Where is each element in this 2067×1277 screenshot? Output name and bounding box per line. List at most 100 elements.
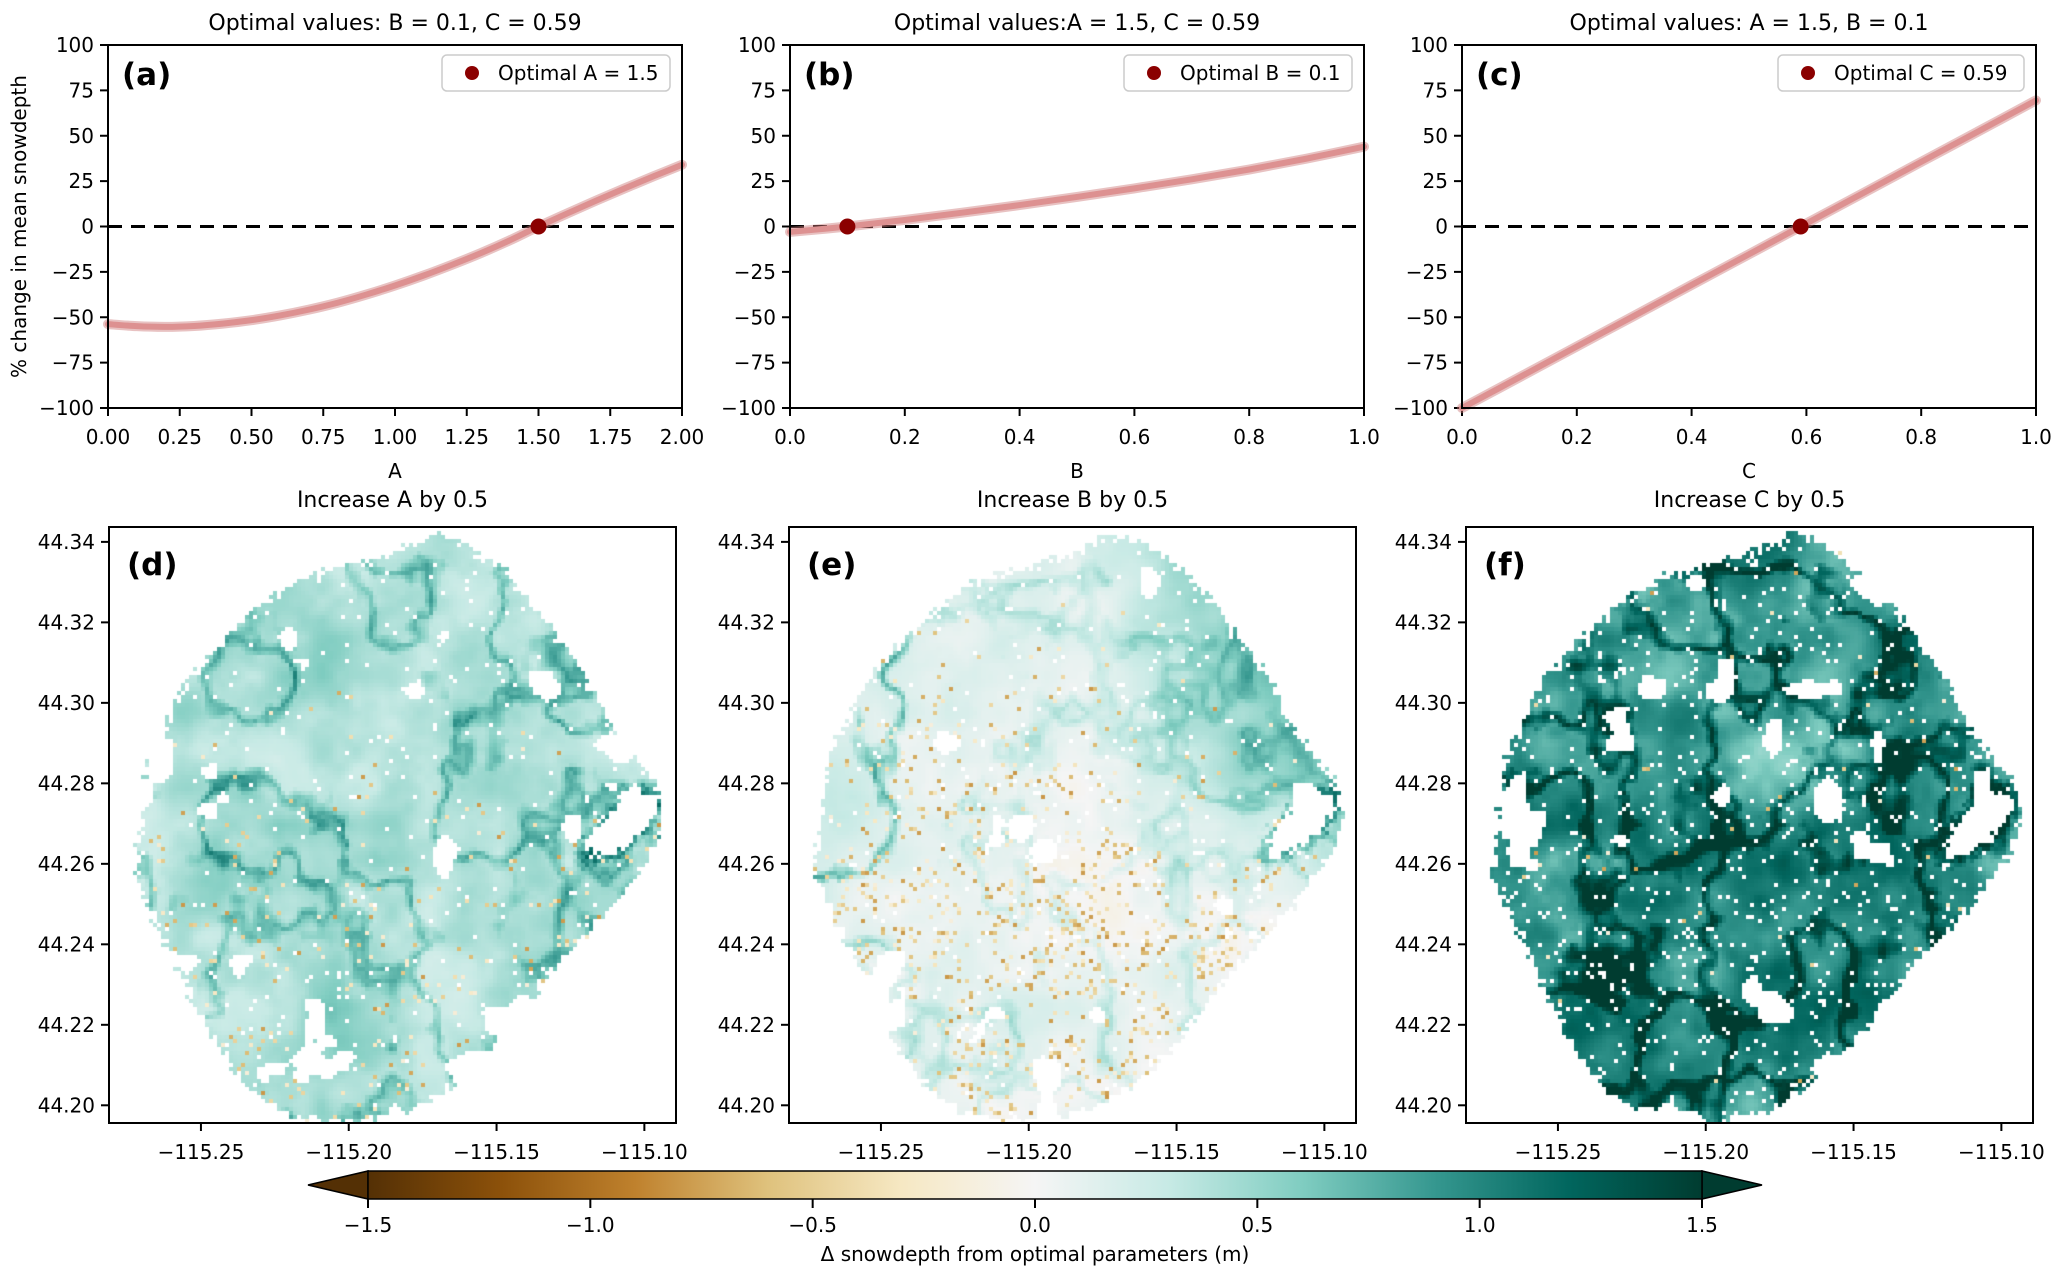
y-tick-label: 100 [56, 33, 94, 57]
x-axis-label: C [1742, 459, 1756, 483]
panel-letter-c: (c) [1476, 57, 1523, 93]
lon-tick-label: −115.10 [601, 1140, 688, 1164]
y-tick-label: −25 [1406, 260, 1448, 284]
sensitivity-curve [1459, 97, 2039, 411]
legend-label: Optimal A = 1.5 [498, 61, 658, 85]
axes-frame [107, 44, 683, 409]
y-tick-label: −75 [1406, 351, 1448, 375]
lat-tick-label: 44.24 [38, 932, 95, 956]
chart-b-title: Optimal values:A = 1.5, C = 0.59 [894, 11, 1260, 36]
x-tick-label: 2.00 [660, 425, 705, 449]
lon-tick-label: −115.10 [1958, 1140, 2045, 1164]
colorbar-tick-label: 0.5 [1241, 1213, 1273, 1237]
y-tick-label: 0 [763, 215, 776, 239]
axes-frame [789, 44, 1365, 409]
panel-letter-b: (b) [804, 57, 855, 93]
legend-marker-icon [1147, 66, 1161, 80]
lon-tick-label: −115.25 [158, 1140, 245, 1164]
lat-tick-label: 44.20 [38, 1093, 95, 1117]
legend-box [441, 54, 671, 92]
lat-tick-label: 44.22 [718, 1013, 775, 1037]
x-tick-label: 0.8 [1905, 425, 1937, 449]
lat-tick-label: 44.34 [718, 530, 775, 554]
map-f-title: Increase C by 0.5 [1654, 488, 1845, 513]
y-tick-label: −50 [734, 305, 776, 329]
x-tick-label: 1.25 [444, 425, 489, 449]
x-tick-label: 0.6 [1790, 425, 1822, 449]
colorbar-tick-label: 0.0 [1019, 1213, 1051, 1237]
x-tick-label: 1.00 [373, 425, 418, 449]
lat-tick-label: 44.30 [718, 691, 775, 715]
map-d-title: Increase A by 0.5 [297, 488, 488, 513]
lat-tick-label: 44.20 [718, 1093, 775, 1117]
colorbar-tick-label: −0.5 [788, 1213, 837, 1237]
x-axis-label: A [388, 459, 402, 483]
y-tick-label: −50 [52, 305, 94, 329]
legend-box [1123, 54, 1353, 92]
y-tick-label: 75 [751, 78, 776, 102]
y-tick-label: 25 [69, 169, 94, 193]
lon-tick-label: −115.20 [1662, 1140, 1749, 1164]
sensitivity-curve [105, 161, 685, 330]
x-axis-label: B [1070, 459, 1084, 483]
lat-tick-label: 44.28 [38, 771, 95, 795]
y-tick-label: 50 [751, 124, 776, 148]
optimal-point-marker [1792, 218, 1809, 235]
y-tick-label: −25 [52, 260, 94, 284]
lat-tick-label: 44.32 [1395, 610, 1452, 634]
lat-tick-label: 44.24 [1395, 932, 1452, 956]
x-tick-label: 0.4 [1004, 425, 1036, 449]
y-tick-label: −100 [1393, 396, 1448, 420]
lon-tick-label: −115.15 [453, 1140, 540, 1164]
lat-tick-label: 44.22 [38, 1013, 95, 1037]
legend-box [1777, 54, 2025, 92]
x-tick-label: 1.0 [2020, 425, 2052, 449]
x-tick-label: 1.0 [1348, 425, 1380, 449]
lat-tick-label: 44.28 [1395, 771, 1452, 795]
optimal-point-marker [530, 218, 547, 235]
lat-tick-label: 44.32 [718, 610, 775, 634]
lat-tick-label: 44.26 [1395, 852, 1452, 876]
y-tick-label: 50 [1423, 124, 1448, 148]
colorbar-bar [367, 1170, 1703, 1200]
y-tick-label: 0 [1435, 215, 1448, 239]
lat-tick-label: 44.30 [38, 691, 95, 715]
map-d-raster [109, 527, 676, 1123]
chart-a-title: Optimal values: B = 0.1, C = 0.59 [208, 11, 581, 36]
x-tick-label: 0.2 [889, 425, 921, 449]
sensitivity-curve [787, 143, 1367, 235]
x-tick-label: 1.50 [516, 425, 561, 449]
colorbar-under-arrow [307, 1170, 369, 1200]
lon-tick-label: −115.25 [1515, 1140, 1602, 1164]
x-tick-label: 1.75 [588, 425, 633, 449]
panel-letter-a: (a) [122, 57, 171, 93]
lon-tick-label: −115.15 [1133, 1140, 1220, 1164]
y-tick-label: 25 [1423, 169, 1448, 193]
x-tick-label: 0.00 [86, 425, 131, 449]
sensitivity-curve-halo [1457, 95, 2041, 413]
colorbar-over-arrow [1701, 1170, 1763, 1200]
lat-tick-label: 44.30 [1395, 691, 1452, 715]
map-e-title: Increase B by 0.5 [977, 488, 1168, 513]
y-tick-label: −75 [734, 351, 776, 375]
lat-tick-label: 44.34 [38, 530, 95, 554]
lat-tick-label: 44.22 [1395, 1013, 1452, 1037]
optimal-point-marker [839, 218, 856, 235]
colorbar-label: Δ snowdepth from optimal parameters (m) [821, 1242, 1250, 1266]
legend-marker-icon [1801, 66, 1815, 80]
colorbar-tick-label: 1.0 [1464, 1213, 1496, 1237]
y-tick-label: 25 [751, 169, 776, 193]
x-tick-label: 0.0 [1446, 425, 1478, 449]
lat-tick-label: 44.32 [38, 610, 95, 634]
colorbar-tick-label: 1.5 [1686, 1213, 1718, 1237]
x-tick-label: 0.8 [1233, 425, 1265, 449]
y-tick-label: 75 [1423, 78, 1448, 102]
x-tick-label: 0.4 [1676, 425, 1708, 449]
y-tick-label: −25 [734, 260, 776, 284]
lat-tick-label: 44.28 [718, 771, 775, 795]
lon-tick-label: −115.25 [838, 1140, 925, 1164]
x-tick-label: 0.0 [774, 425, 806, 449]
y-tick-label: 0 [81, 215, 94, 239]
axes-frame [1461, 44, 2037, 409]
